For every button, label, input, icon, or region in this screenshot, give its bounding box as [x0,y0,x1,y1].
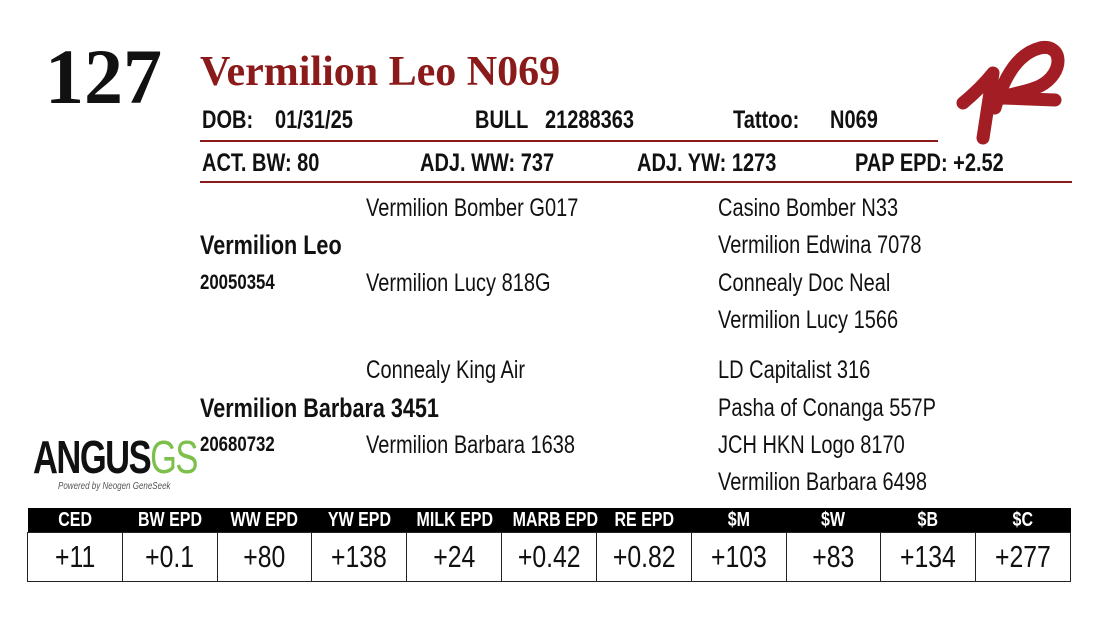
pedigree-entry: Vermilion Lucy 1566 [718,306,899,334]
epd-cell: +0.1 [121,532,218,582]
epd-cell: +24 [406,532,503,582]
pedigree-entry: Vermilion Bomber G017 [366,194,579,222]
dam-registration: 20680732 [200,433,275,456]
epd-value-row: +11 +0.1 +80 +138 +24 +0.42 +0.82 +103 +83 +134 +2… [27,532,1071,582]
epd-cell: +138 [311,532,408,582]
logo-gs: GS [150,431,198,483]
pedigree-entry: Pasha of Conanga 557P [718,394,936,422]
epd-header-text: $M [727,508,750,531]
pedigree-entry: Connealy King Air [366,356,525,384]
divider [200,140,938,142]
epd-cell: +11 [27,532,123,582]
epd-value: +0.82 [612,539,676,574]
pedigree-entry: Casino Bomber N33 [718,194,899,222]
pedigree-entry: Vermilion Edwina 7078 [718,231,922,259]
pedigree-entry: LD Capitalist 316 [718,356,871,384]
epd-table: CED BW EPD WW EPD YW EPD MILK EPD MARB EPD RE … [27,508,1071,582]
dob: 01/31/25 [275,106,353,134]
dam-name: Vermilion Barbara 3451 [200,393,439,423]
epd-cell: +83 [785,532,882,582]
divider [200,181,1072,183]
epd-header: MARB EPD [501,508,598,533]
pedigree-entry: JCH HKN Logo 8170 [718,431,905,459]
epd-value: +138 [331,539,388,574]
epd-header: MILK EPD [406,508,502,533]
brand-logo [956,41,1065,145]
tattoo: N069 [830,106,878,134]
tattoo-label: Tattoo: [733,106,800,134]
stat: PAP EPD: +2.52 [855,149,1004,177]
sex: BULL [475,106,529,134]
epd-header-text: MARB EPD [512,508,598,531]
epd-cell: +0.82 [595,532,692,582]
lot-number: 127 [45,33,162,120]
epd-header: YW EPD [311,508,407,533]
logo-word: ANGUSGS [33,431,198,483]
pedigree-entry: Vermilion Barbara 1638 [366,431,576,459]
epd-header-text: MILK EPD [416,508,493,531]
sire-name: Vermilion Leo [200,230,342,260]
epd-value: +24 [433,539,476,574]
epd-header-text: WW EPD [230,508,299,531]
epd-header-row: CED BW EPD WW EPD YW EPD MILK EPD MARB EPD RE … [27,508,1071,533]
epd-header-text: CED [58,508,92,531]
epd-header: RE EPD [596,508,692,533]
registration: 21288363 [545,106,634,134]
epd-value: +0.1 [145,539,195,574]
epd-cell: +103 [690,532,787,582]
epd-value: +103 [710,539,767,574]
epd-header: CED [27,508,123,533]
epd-header: $C [975,508,1071,533]
logo-tagline: Powered by Neogen GeneSeek [58,481,171,492]
pedigree-entry: Vermilion Lucy 818G [366,269,551,297]
epd-cell: +277 [975,532,1071,582]
epd-header: $B [880,508,976,533]
pedigree-entry: Vermilion Barbara 6498 [718,468,928,496]
epd-value: +11 [54,539,96,574]
logo-angus: ANGUS [33,431,152,483]
epd-header: $M [691,508,786,533]
epd-header-text: $C [1012,508,1034,531]
epd-header-text: YW EPD [327,508,391,531]
epd-header-text: BW EPD [137,508,202,531]
epd-header: $W [786,508,881,533]
pedigree-entry: Connealy Doc Neal [718,269,891,297]
epd-value: +83 [812,539,855,574]
epd-cell: +80 [216,532,313,582]
epd-cell: +0.42 [501,532,597,582]
sire-registration: 20050354 [200,271,275,294]
epd-value: +80 [243,539,286,574]
animal-name: Vermilion Leo N069 [200,49,561,95]
epd-header: WW EPD [217,508,312,533]
stat: ADJ. YW: 1273 [637,149,777,177]
epd-value: +277 [995,539,1051,574]
dob-label: DOB: [202,106,254,134]
epd-header: BW EPD [122,508,218,533]
epd-header-text: RE EPD [613,508,674,531]
epd-header-text: $B [917,508,939,531]
epd-value: +0.42 [517,539,581,574]
stat: ADJ. WW: 737 [420,149,555,177]
epd-value: +134 [900,539,957,574]
epd-cell: +134 [880,532,977,582]
stat: ACT. BW: 80 [202,149,320,177]
epd-header-text: $W [821,508,846,531]
